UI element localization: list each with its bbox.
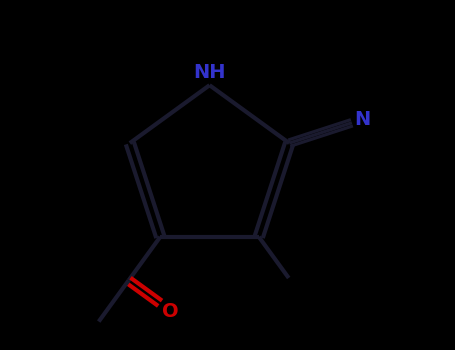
Text: O: O	[162, 301, 179, 321]
Text: N: N	[354, 110, 370, 129]
Text: NH: NH	[193, 63, 226, 82]
